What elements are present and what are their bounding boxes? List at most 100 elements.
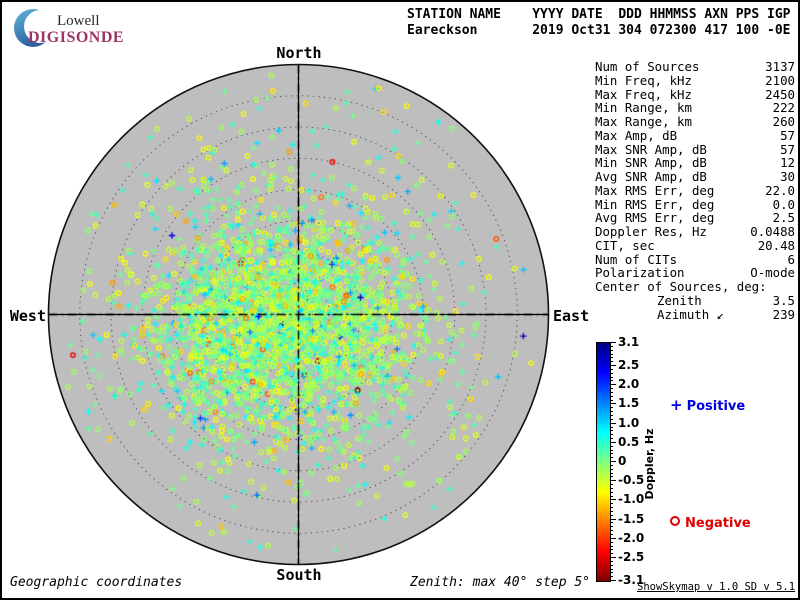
stat-value: 0.0 xyxy=(772,196,795,212)
legend-positive-label: Positive xyxy=(686,399,746,414)
stat-value: 30 xyxy=(780,169,795,184)
colorbar-minor-tick xyxy=(610,388,613,390)
colorbar-minor-tick xyxy=(610,434,613,436)
colorbar-tick-label: -0.5 xyxy=(618,473,645,488)
stat-label: Doppler Res, Hz xyxy=(595,224,707,239)
colorbar-minor-tick xyxy=(610,568,613,570)
compass-south-label: South xyxy=(276,566,322,584)
colorbar-tick-label: -3.1 xyxy=(618,573,645,587)
colorbar-minor-tick xyxy=(610,391,613,393)
stat-label: Max Range, km xyxy=(595,114,692,129)
stat-row: CIT, sec 20.48 xyxy=(595,237,795,253)
stat-row: Avg SNR Amp, dB 30 xyxy=(595,170,795,184)
colorbar-minor-tick xyxy=(610,395,613,397)
colorbar-minor-tick xyxy=(610,507,613,509)
colorbar-tick-label: 1.5 xyxy=(618,396,640,411)
stat-row: Zenith 3.5 xyxy=(595,292,795,308)
stat-row: Max SNR Amp, dB 57 xyxy=(595,141,795,157)
stat-row: Min SNR Amp, dB 12 xyxy=(595,156,795,170)
stat-row: Max Range, km 260 xyxy=(595,115,795,129)
circle-marker-icon xyxy=(670,516,680,526)
stat-label: Min SNR Amp, dB xyxy=(595,155,707,171)
colorbar-minor-tick xyxy=(610,372,613,374)
colorbar-major-tick xyxy=(610,537,616,539)
colorbar-minor-tick xyxy=(610,418,613,420)
colorbar-minor-tick xyxy=(610,438,613,439)
colorbar-tick-label: -1.0 xyxy=(618,492,645,507)
colorbar-minor-tick xyxy=(610,564,613,566)
stats-panel: Num of Sources 3137 Min Freq, kHz 2100 Max F… xyxy=(595,60,795,321)
colorbar-minor-tick xyxy=(610,457,613,459)
colorbar-major-tick xyxy=(610,365,616,366)
colorbar-minor-tick xyxy=(610,468,613,470)
stat-value: 22.0 xyxy=(765,182,795,198)
colorbar-major-tick xyxy=(610,480,616,482)
stat-row: Num of CITs 6 xyxy=(595,251,795,267)
stat-label: Avg SNR Amp, dB xyxy=(595,169,707,184)
stat-row: Max Freq, kHz 2450 xyxy=(595,86,795,102)
stat-label: Min Range, km xyxy=(595,100,692,116)
stat-row: Min Range, km 222 xyxy=(595,101,795,115)
stat-value: 20.48 xyxy=(757,237,795,253)
stat-row: Max RMS Err, deg 22.0 xyxy=(595,182,795,198)
stat-value: 2100 xyxy=(765,72,795,88)
colorbar-minor-tick xyxy=(610,368,613,370)
compass-north-label: North xyxy=(276,44,322,62)
colorbar-minor-tick xyxy=(610,572,613,574)
colorbar-minor-tick xyxy=(610,533,613,535)
colorbar-minor-tick xyxy=(610,503,613,505)
coordinates-type-label: Geographic coordinates xyxy=(10,575,183,590)
colorbar-minor-tick xyxy=(610,414,613,416)
stat-row: Azimuth ↙ 239 xyxy=(595,307,795,322)
stat-label: Min RMS Err, deg xyxy=(595,196,715,212)
stat-row: Num of Sources 3137 xyxy=(595,60,795,74)
stat-value: 12 xyxy=(780,155,795,171)
stat-value: 3137 xyxy=(765,59,795,74)
colorbar-major-tick xyxy=(610,461,616,462)
doppler-colorbar xyxy=(596,342,611,582)
stat-value: 222 xyxy=(772,100,795,116)
stat-label: Zenith xyxy=(657,292,702,308)
stat-value: 57 xyxy=(780,127,795,143)
colorbar-minor-tick xyxy=(610,349,613,351)
colorbar-minor-tick xyxy=(610,491,613,493)
colorbar-major-tick xyxy=(610,580,616,581)
colorbar-minor-tick xyxy=(610,553,613,555)
colorbar-minor-tick xyxy=(610,426,613,428)
colorbar-minor-tick xyxy=(610,353,613,355)
colorbar-minor-tick xyxy=(610,530,613,532)
colorbar-tick-label: 0.5 xyxy=(618,434,640,449)
colorbar-minor-tick xyxy=(610,495,613,497)
colorbar-major-tick xyxy=(610,557,616,558)
stat-value: 3.5 xyxy=(772,292,795,308)
stat-value: O-mode xyxy=(750,265,795,281)
stat-value: 57 xyxy=(780,141,795,157)
colorbar-minor-tick xyxy=(610,522,613,524)
colorbar-minor-tick xyxy=(610,560,613,562)
stat-label: Min Freq, kHz xyxy=(595,72,692,88)
stat-value: 6 xyxy=(787,251,795,267)
colorbar-minor-tick xyxy=(610,541,613,543)
colorbar-tick-label: -2.5 xyxy=(618,550,645,564)
software-version-label: ShowSkymap v 1.0 SD v 5.1 xyxy=(637,581,796,593)
stat-value: 2450 xyxy=(765,86,795,102)
colorbar-minor-tick xyxy=(610,407,613,409)
colorbar-minor-tick xyxy=(610,449,613,451)
stat-label: Avg RMS Err, deg xyxy=(595,210,715,226)
stat-row: Avg RMS Err, deg 2.5 xyxy=(595,211,795,225)
colorbar-minor-tick xyxy=(610,361,613,363)
colorbar-minor-tick xyxy=(610,576,613,578)
colorbar-minor-tick xyxy=(610,476,613,478)
compass-east-label: East xyxy=(553,307,590,325)
colorbar-tick-label: 2.0 xyxy=(618,377,640,392)
colorbar-major-tick xyxy=(610,441,616,443)
colorbar-minor-tick xyxy=(610,445,613,447)
stat-label: Max SNR Amp, dB xyxy=(595,141,707,157)
stat-value: 2.5 xyxy=(772,210,795,226)
colorbar-major-tick xyxy=(610,422,616,424)
stat-row: Doppler Res, Hz 0.0488 xyxy=(595,225,795,239)
colorbar-tick-label: 2.5 xyxy=(618,358,640,372)
colorbar-major-tick xyxy=(610,499,616,501)
colorbar-minor-tick xyxy=(610,549,613,551)
